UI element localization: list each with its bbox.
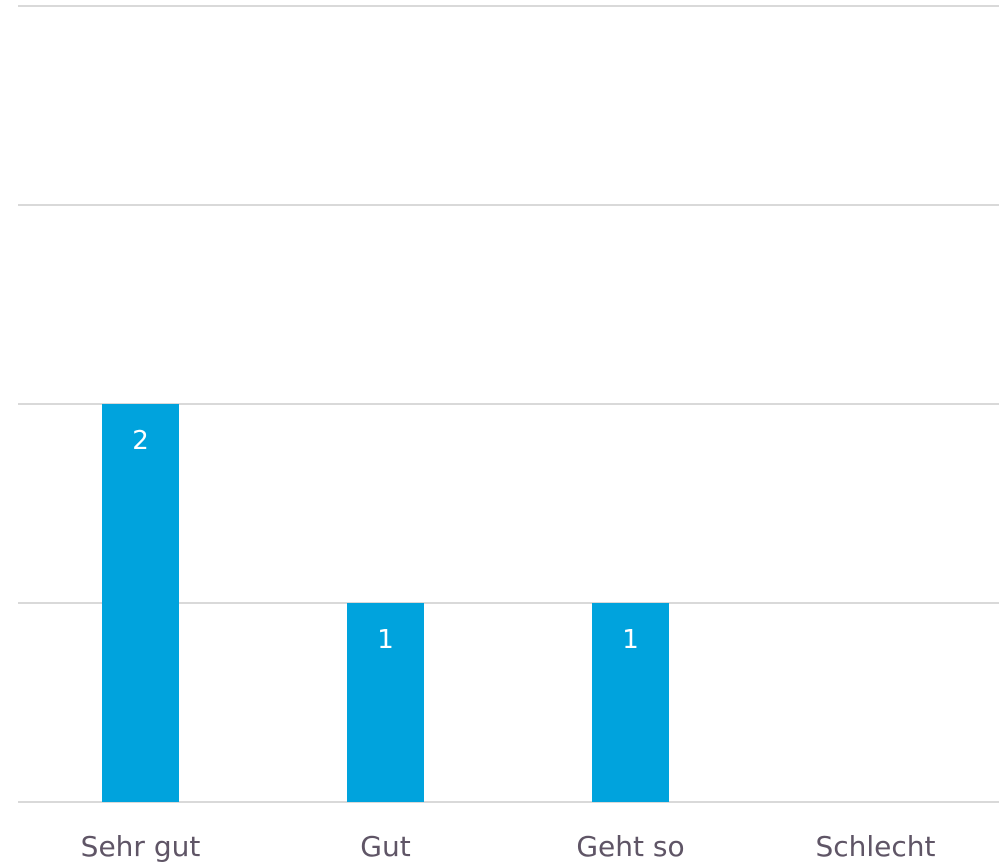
data-label-1: 1 — [377, 625, 394, 655]
category-labels: Sehr gut Gut Geht so Schlecht — [81, 830, 936, 863]
data-label-2: 1 — [622, 625, 639, 655]
bar-2 — [592, 603, 669, 802]
bars — [102, 404, 669, 802]
bar-0 — [102, 404, 179, 802]
category-label-1: Gut — [360, 830, 410, 863]
category-label-0: Sehr gut — [81, 830, 201, 863]
category-label-2: Geht so — [576, 830, 684, 863]
category-label-3: Schlecht — [815, 830, 935, 863]
data-labels: 2 1 1 — [132, 426, 639, 655]
bar-1 — [347, 603, 424, 802]
data-label-0: 2 — [132, 426, 149, 456]
gridlines — [18, 5, 999, 803]
